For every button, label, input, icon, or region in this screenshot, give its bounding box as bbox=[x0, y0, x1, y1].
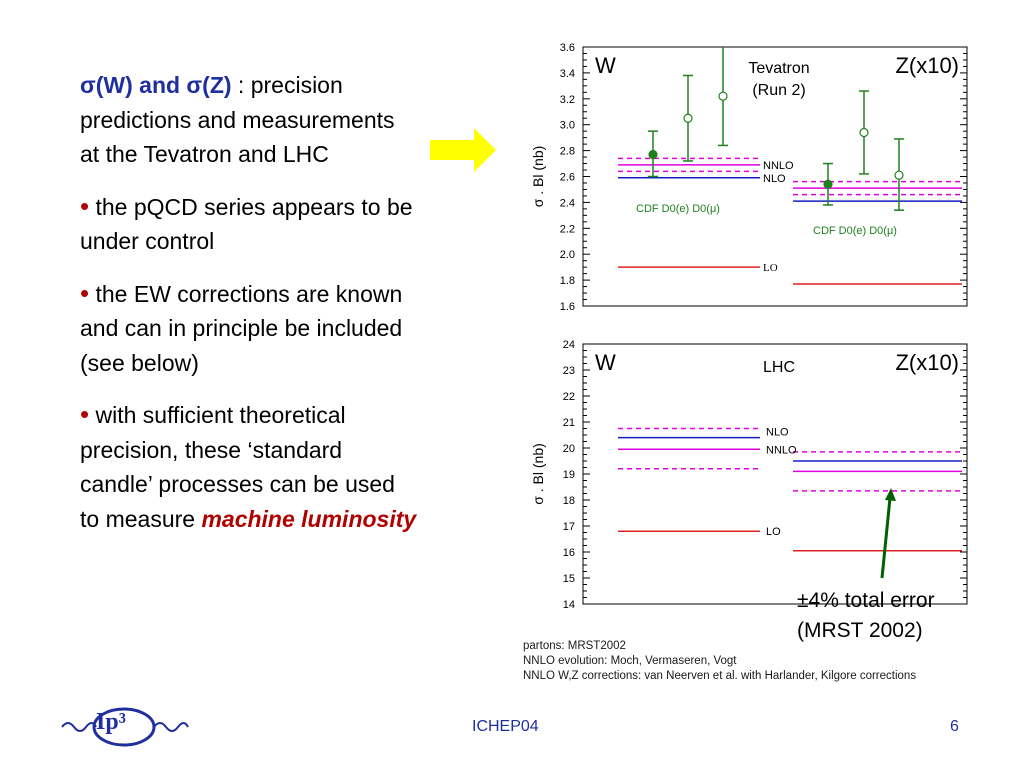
w-label: W bbox=[595, 53, 616, 78]
nnlo-label: NNLO bbox=[763, 160, 794, 172]
error-text: 4% total error bbox=[808, 589, 935, 612]
data-point bbox=[823, 179, 833, 189]
y-tick-label: 1.6 bbox=[560, 301, 575, 313]
bullet-text: the EW corrections are known and can in … bbox=[80, 280, 403, 376]
emphasis-text: machine luminosity bbox=[201, 505, 417, 532]
experiment-label-w: CDF D0(e) D0(μ) bbox=[636, 203, 720, 215]
nlo-label: NLO bbox=[766, 427, 789, 439]
plus-minus-icon: ± bbox=[797, 589, 809, 612]
y-tick-label: 20 bbox=[563, 443, 575, 455]
annotation-arrow-shaft bbox=[880, 497, 892, 579]
bullet-item: • with sufficient theoretical precision,… bbox=[80, 397, 420, 536]
y-tick-label: 2.8 bbox=[560, 146, 575, 158]
nnlo-label: NNLO bbox=[766, 444, 797, 456]
nlo-label: NLO bbox=[763, 173, 786, 185]
lo-label: LO bbox=[763, 262, 778, 274]
data-point bbox=[683, 113, 693, 123]
chart-frame bbox=[582, 343, 968, 605]
y-tick-label: 3.2 bbox=[560, 94, 575, 106]
y-tick-label: 2.0 bbox=[560, 249, 575, 261]
note-line: partons: MRST2002 bbox=[523, 640, 626, 652]
y-tick-label: 1.8 bbox=[560, 275, 575, 287]
bullet-icon: • bbox=[80, 277, 90, 308]
y-tick-label: 3.6 bbox=[560, 42, 575, 54]
y-tick-label: 22 bbox=[563, 391, 575, 403]
data-point bbox=[894, 170, 904, 180]
y-tick-label: 3.0 bbox=[560, 120, 575, 132]
y-tick-label: 21 bbox=[563, 417, 575, 429]
data-point bbox=[718, 91, 728, 101]
chart-title: LHC bbox=[763, 359, 795, 376]
note-line: NNLO W,Z corrections: van Neerven et al.… bbox=[523, 670, 917, 682]
y-tick-label: 23 bbox=[563, 365, 575, 377]
bullet-text: with sufficient theoretical precision, t… bbox=[80, 402, 395, 532]
error-source: (MRST 2002) bbox=[797, 619, 923, 642]
annotation-arrow-head bbox=[885, 488, 896, 501]
bullet-icon: • bbox=[80, 399, 90, 429]
intro-text: : precision predictions and measurements… bbox=[80, 72, 395, 167]
notes-block: partons: MRST2002 NNLO evolution: Moch, … bbox=[523, 639, 916, 684]
bullet-icon: • bbox=[80, 190, 90, 221]
bullet-item: • the pQCD series appears to be under co… bbox=[80, 189, 420, 259]
logo-text: Ip³ bbox=[96, 709, 126, 735]
experiment-label-z: CDF D0(e) D0(μ) bbox=[813, 225, 897, 237]
footer-title: ICHEP04 bbox=[472, 718, 539, 735]
ip3-logo-icon bbox=[61, 707, 189, 747]
y-tick-label: 2.6 bbox=[560, 172, 575, 184]
z-label: Z(x10) bbox=[895, 53, 959, 78]
chart-subtitle: (Run 2) bbox=[752, 82, 805, 99]
total-error-annotation: ±4% total error (MRST 2002) bbox=[797, 586, 935, 646]
data-point bbox=[859, 127, 869, 138]
y-tick-label: 2.2 bbox=[560, 223, 575, 235]
y-tick-label: 3.4 bbox=[560, 68, 575, 80]
y-tick-label: 24 bbox=[563, 339, 575, 351]
y-tick-label: 14 bbox=[563, 599, 575, 611]
note-line: NNLO evolution: Moch, Vermaseren, Vogt bbox=[523, 655, 737, 667]
intro-paragraph: σ(W) and σ(Z) : precision predictions an… bbox=[80, 68, 420, 172]
y-tick-label: 15 bbox=[563, 573, 575, 585]
data-point bbox=[648, 149, 658, 160]
y-tick-label: 18 bbox=[563, 495, 575, 507]
chart-title: Tevatron bbox=[748, 60, 809, 77]
bullet-text: the pQCD series appears to be under cont… bbox=[80, 193, 413, 255]
y-axis-label: σ . Bl (nb) bbox=[530, 146, 546, 208]
yellow-arrow-icon bbox=[430, 128, 496, 172]
y-axis-label: σ . Bl (nb) bbox=[530, 443, 546, 505]
y-tick-label: 16 bbox=[563, 547, 575, 559]
cross-section-title: σ(W) and σ(Z) bbox=[80, 72, 232, 98]
y-tick-label: 17 bbox=[563, 521, 575, 533]
y-tick-label: 2.4 bbox=[560, 197, 575, 209]
w-label: W bbox=[595, 350, 616, 375]
left-text-block: σ(W) and σ(Z) : precision predictions an… bbox=[80, 68, 420, 553]
bullet-item: • the EW corrections are known and can i… bbox=[80, 276, 420, 381]
lo-label: LO bbox=[766, 526, 781, 538]
y-tick-label: 19 bbox=[563, 469, 575, 481]
z-label: Z(x10) bbox=[895, 350, 959, 375]
page-number: 6 bbox=[950, 718, 959, 735]
